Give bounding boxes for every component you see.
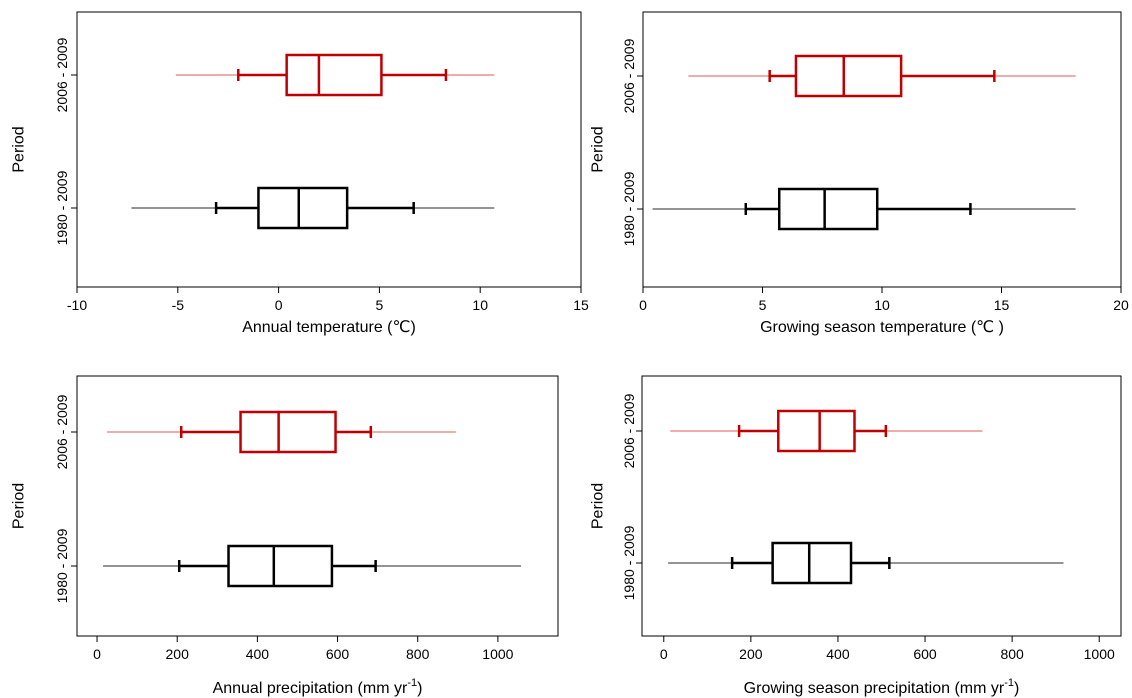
chart-panel-3: 0 200 400 600 800 1000 Annual precipitation (m… <box>11 375 559 697</box>
series-1980-2009: 1980 - 2009 <box>621 171 1076 246</box>
iqr-box <box>794 54 903 98</box>
series-2006-2009: 2006 - 2009 <box>54 37 495 112</box>
x-tick-label: 5 <box>376 297 384 313</box>
iqr-box <box>257 186 349 230</box>
series-2006-2009: 2006 - 2009 <box>621 393 983 468</box>
x-tick-label: 20 <box>1113 297 1129 313</box>
iqr-box <box>777 187 879 231</box>
y-tick-label: 1980 - 2009 <box>54 528 70 603</box>
y-tick-label: 2006 - 2009 <box>54 394 70 469</box>
x-axis-label: Growing season precipitation (mm yr-1) <box>744 677 1020 697</box>
plot-frame <box>76 11 582 288</box>
iqr-box <box>227 544 334 588</box>
chart-panel-4: 0 200 400 600 800 1000 Growing season precipit… <box>590 375 1122 697</box>
x-tick-label: 15 <box>994 297 1010 313</box>
y-axis-label: Period <box>590 483 607 529</box>
plot-frame <box>76 375 559 637</box>
x-tick-label: 600 <box>913 646 937 662</box>
series-2006-2009: 2006 - 2009 <box>54 394 456 469</box>
series-1980-2009: 1980 - 2009 <box>621 525 1064 600</box>
iqr-box <box>771 541 853 585</box>
iqr-box <box>777 409 856 453</box>
x-tick-label: 10 <box>874 297 890 313</box>
y-axis-label: Period <box>11 483 28 529</box>
x-tick-label: 0 <box>639 297 647 313</box>
x-tick-label: 400 <box>826 646 850 662</box>
x-axis-label: Annual precipitation (mm yr-1) <box>213 677 423 697</box>
chart-panel-1: -10 -5 0 5 10 15 Annual temperature (℃) Period 2… <box>11 11 589 336</box>
x-tick-label: -5 <box>172 297 185 313</box>
x-tick-label: 200 <box>166 646 190 662</box>
y-tick-label: 2006 - 2009 <box>621 38 637 113</box>
series-1980-2009: 1980 - 2009 <box>54 528 522 603</box>
y-axis-label: Period <box>590 126 607 172</box>
x-tick-label: 400 <box>246 646 270 662</box>
y-tick-label: 1980 - 2009 <box>54 170 70 245</box>
x-tick-label: 600 <box>326 646 350 662</box>
x-tick-label: 800 <box>1000 646 1024 662</box>
x-tick-label: 0 <box>275 297 283 313</box>
x-tick-label: 0 <box>93 646 101 662</box>
plot-frame <box>641 375 1122 637</box>
x-tick-label: 5 <box>759 297 767 313</box>
x-tick-label: 0 <box>660 646 668 662</box>
x-tick-label: 200 <box>739 646 763 662</box>
y-tick-label: 2006 - 2009 <box>621 393 637 468</box>
chart-panel-2: 0 5 10 15 20 Growing season temperature (℃ ) P… <box>590 11 1129 336</box>
x-tick-label: 1000 <box>482 646 513 662</box>
x-tick-label: -10 <box>67 297 87 313</box>
y-tick-label: 1980 - 2009 <box>621 525 637 600</box>
series-2006-2009: 2006 - 2009 <box>621 38 1076 113</box>
iqr-box <box>239 410 337 454</box>
x-tick-label: 800 <box>406 646 430 662</box>
y-tick-label: 2006 - 2009 <box>54 37 70 112</box>
plot-frame <box>642 11 1122 288</box>
iqr-box <box>285 53 383 97</box>
x-tick-label: 1000 <box>1084 646 1115 662</box>
y-tick-label: 1980 - 2009 <box>621 171 637 246</box>
x-tick-label: 15 <box>573 297 589 313</box>
y-axis-label: Period <box>11 126 28 172</box>
x-axis-label: Growing season temperature (℃ ) <box>760 319 1004 336</box>
x-axis-label: Annual temperature (℃) <box>242 319 416 336</box>
series-1980-2009: 1980 - 2009 <box>54 170 495 245</box>
x-tick-label: 10 <box>472 297 488 313</box>
